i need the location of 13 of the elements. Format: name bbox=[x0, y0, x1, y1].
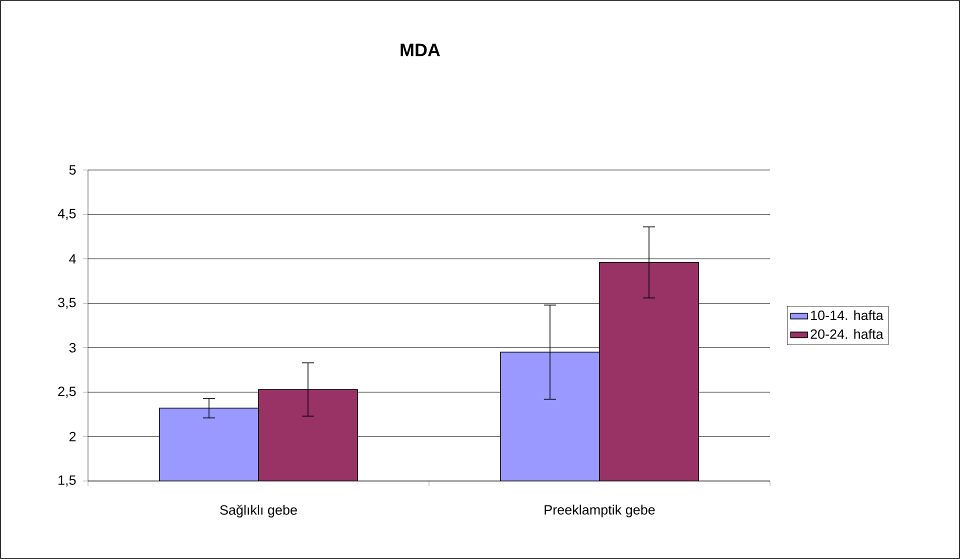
legend-label: 10-14. hafta bbox=[811, 310, 884, 320]
legend-label: 20-24. hafta bbox=[810, 328, 884, 339]
y-tick-label: 3,5 bbox=[58, 298, 76, 309]
y-tick-label: 4,5 bbox=[58, 208, 76, 220]
y-tick-label: 2,5 bbox=[58, 386, 76, 398]
y-tick-label: 2 bbox=[69, 432, 76, 442]
y-tick-label: 3 bbox=[69, 342, 76, 352]
y-tick-label: 4 bbox=[69, 254, 76, 264]
x-tick-label: Sağlıklı gebe bbox=[220, 504, 297, 518]
x-tick-label: Preeklamptik gebe bbox=[544, 504, 655, 518]
y-tick-label: 5 bbox=[69, 165, 76, 175]
y-tick-label: 1,5 bbox=[58, 476, 76, 487]
chart-title: MDA bbox=[400, 44, 440, 56]
